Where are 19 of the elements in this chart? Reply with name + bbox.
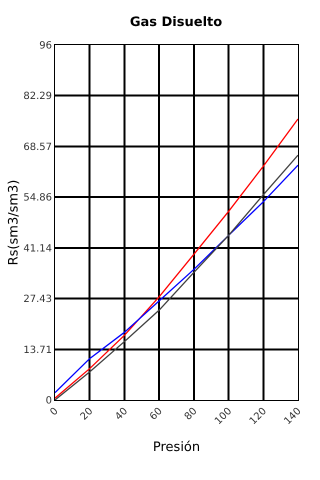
y-tick-label: 0 <box>46 396 52 406</box>
x-tick-label: 120 <box>248 406 269 428</box>
y-tick-label: 13.71 <box>23 344 52 356</box>
y-tick-label: 96 <box>39 40 52 52</box>
y-axis-title: Rs(sm3/sm3) <box>6 180 22 266</box>
y-tick-label: 54.86 <box>23 192 52 204</box>
x-tick-label: 140 <box>282 406 304 428</box>
x-tick-label: 40 <box>113 406 130 423</box>
y-tick-label: 27.43 <box>23 294 52 306</box>
y-tick-label: 68.57 <box>23 142 52 153</box>
y-tick-label: 82.29 <box>23 91 52 102</box>
y-tick-label: 41.14 <box>23 243 52 254</box>
x-tick-label: 100 <box>212 406 234 428</box>
x-axis-title: Presión <box>152 440 200 455</box>
x-tick-label: 60 <box>148 406 165 423</box>
x-tick-label: 80 <box>182 406 200 423</box>
chart-title: Gas Disuelto <box>130 14 222 30</box>
x-tick-label: 0 <box>48 406 61 418</box>
x-tick-label: 20 <box>78 406 96 423</box>
